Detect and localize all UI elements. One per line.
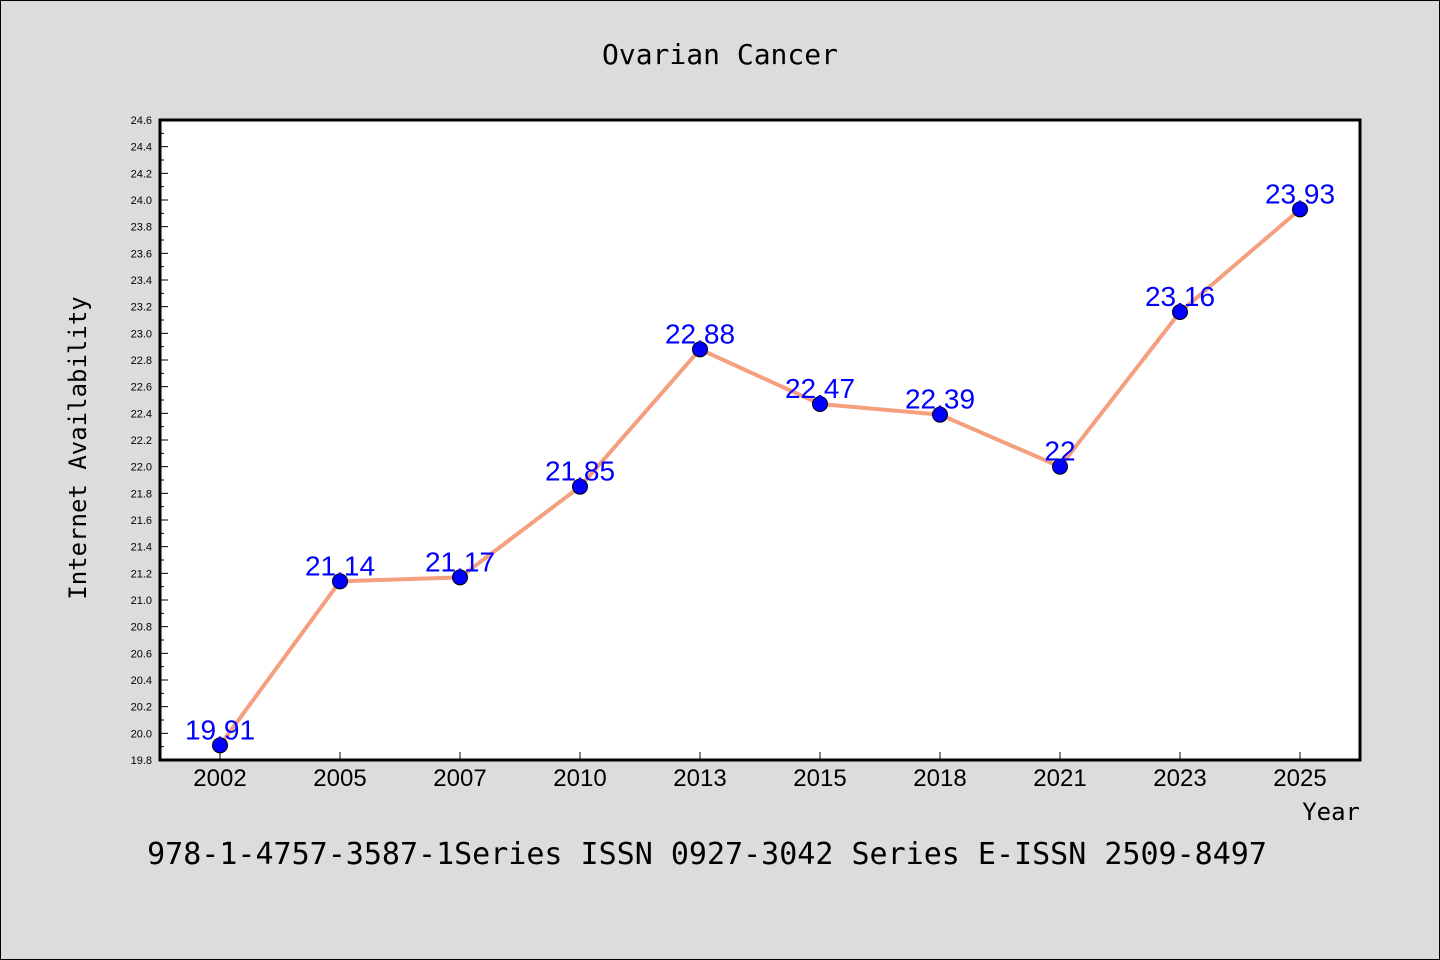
- data-point: [212, 737, 228, 754]
- y-tick-label: 22.6: [131, 382, 152, 394]
- plot-area: [160, 120, 1360, 760]
- y-tick-label: 23.8: [131, 222, 152, 234]
- y-axis-ticks: 19.8 20.0 20.2 20.4 20.6 20.8 21.0 21.2 21.4 21.6…: [131, 115, 168, 767]
- plot-frame: [158, 118, 1362, 762]
- data-label: 23.16: [1145, 281, 1215, 312]
- data-label: 22: [1044, 436, 1075, 467]
- y-tick-label: 24.0: [131, 195, 152, 207]
- data-label: 19.91: [185, 714, 255, 745]
- data-point: [1052, 458, 1068, 475]
- series-layer: 19.91 21.14 21.17 21.85 22.88 22.47 22.39 22 23.…: [185, 178, 1335, 754]
- y-tick-label: 23.2: [131, 302, 152, 314]
- y-tick-label: 20.4: [131, 675, 152, 687]
- y-tick-label: 21.0: [131, 595, 152, 607]
- y-tick-label: 24.6: [131, 115, 152, 127]
- x-tick-label: 2018: [913, 765, 966, 792]
- y-tick-label: 21.8: [131, 488, 152, 500]
- data-point: [932, 406, 948, 423]
- data-point: [572, 478, 588, 495]
- data-point: [452, 569, 468, 586]
- data-point: [692, 341, 708, 358]
- data-label: 21.17: [425, 546, 495, 577]
- y-tick-label: 20.0: [131, 728, 152, 740]
- y-tick-label: 21.4: [131, 542, 152, 554]
- x-tick-label: 2025: [1273, 765, 1326, 792]
- y-tick-label: 23.0: [131, 328, 152, 340]
- x-tick-label: 2021: [1033, 765, 1086, 792]
- data-label: 22.88: [665, 318, 735, 349]
- y-tick-label: 23.4: [131, 275, 152, 287]
- y-axis-label: Internet Availability: [64, 296, 92, 599]
- y-tick-label: 20.8: [131, 622, 152, 634]
- x-tick-label: 2013: [673, 765, 726, 792]
- y-tick-label: 22.0: [131, 462, 152, 474]
- x-tick-label: 2023: [1153, 765, 1206, 792]
- x-tick-label: 2015: [793, 765, 846, 792]
- y-tick-label: 22.4: [131, 408, 152, 420]
- x-tick-label: 2005: [313, 765, 366, 792]
- x-tick-label: 2010: [553, 765, 606, 792]
- x-axis-label: Year: [1302, 798, 1360, 826]
- data-point: [812, 396, 828, 412]
- x-tick-label: 2007: [433, 765, 486, 792]
- y-tick-label: 19.8: [131, 755, 152, 767]
- data-point: [1172, 304, 1188, 320]
- data-point: [1292, 201, 1308, 218]
- data-label: 21.85: [545, 456, 615, 487]
- y-tick-label: 21.2: [131, 568, 152, 580]
- y-tick-label: 20.2: [131, 702, 152, 714]
- data-point: [332, 573, 348, 590]
- y-tick-label: 24.4: [131, 142, 152, 154]
- data-label: 21.14: [305, 550, 375, 581]
- footer-text: 978-1-4757-3587-1Series ISSN 0927-3042 S…: [147, 837, 1267, 872]
- y-tick-label: 21.6: [131, 515, 152, 527]
- y-tick-label: 22.8: [131, 355, 152, 367]
- y-tick-label: 22.2: [131, 435, 152, 447]
- y-tick-label: 20.6: [131, 648, 152, 660]
- data-label: 22.47: [785, 373, 855, 404]
- x-tick-label: 2002: [193, 765, 246, 792]
- series-line: [218, 207, 1302, 748]
- y-tick-label: 24.2: [131, 168, 152, 180]
- y-tick-label: 23.6: [131, 248, 152, 260]
- chart-title: Ovarian Cancer: [602, 38, 838, 71]
- x-axis-ticks: 2002 2005 2007 2010 2013 2015 2018 2021 2023 2025: [193, 752, 1327, 792]
- data-label: 23.93: [1265, 178, 1335, 209]
- data-label: 22.39: [905, 384, 975, 415]
